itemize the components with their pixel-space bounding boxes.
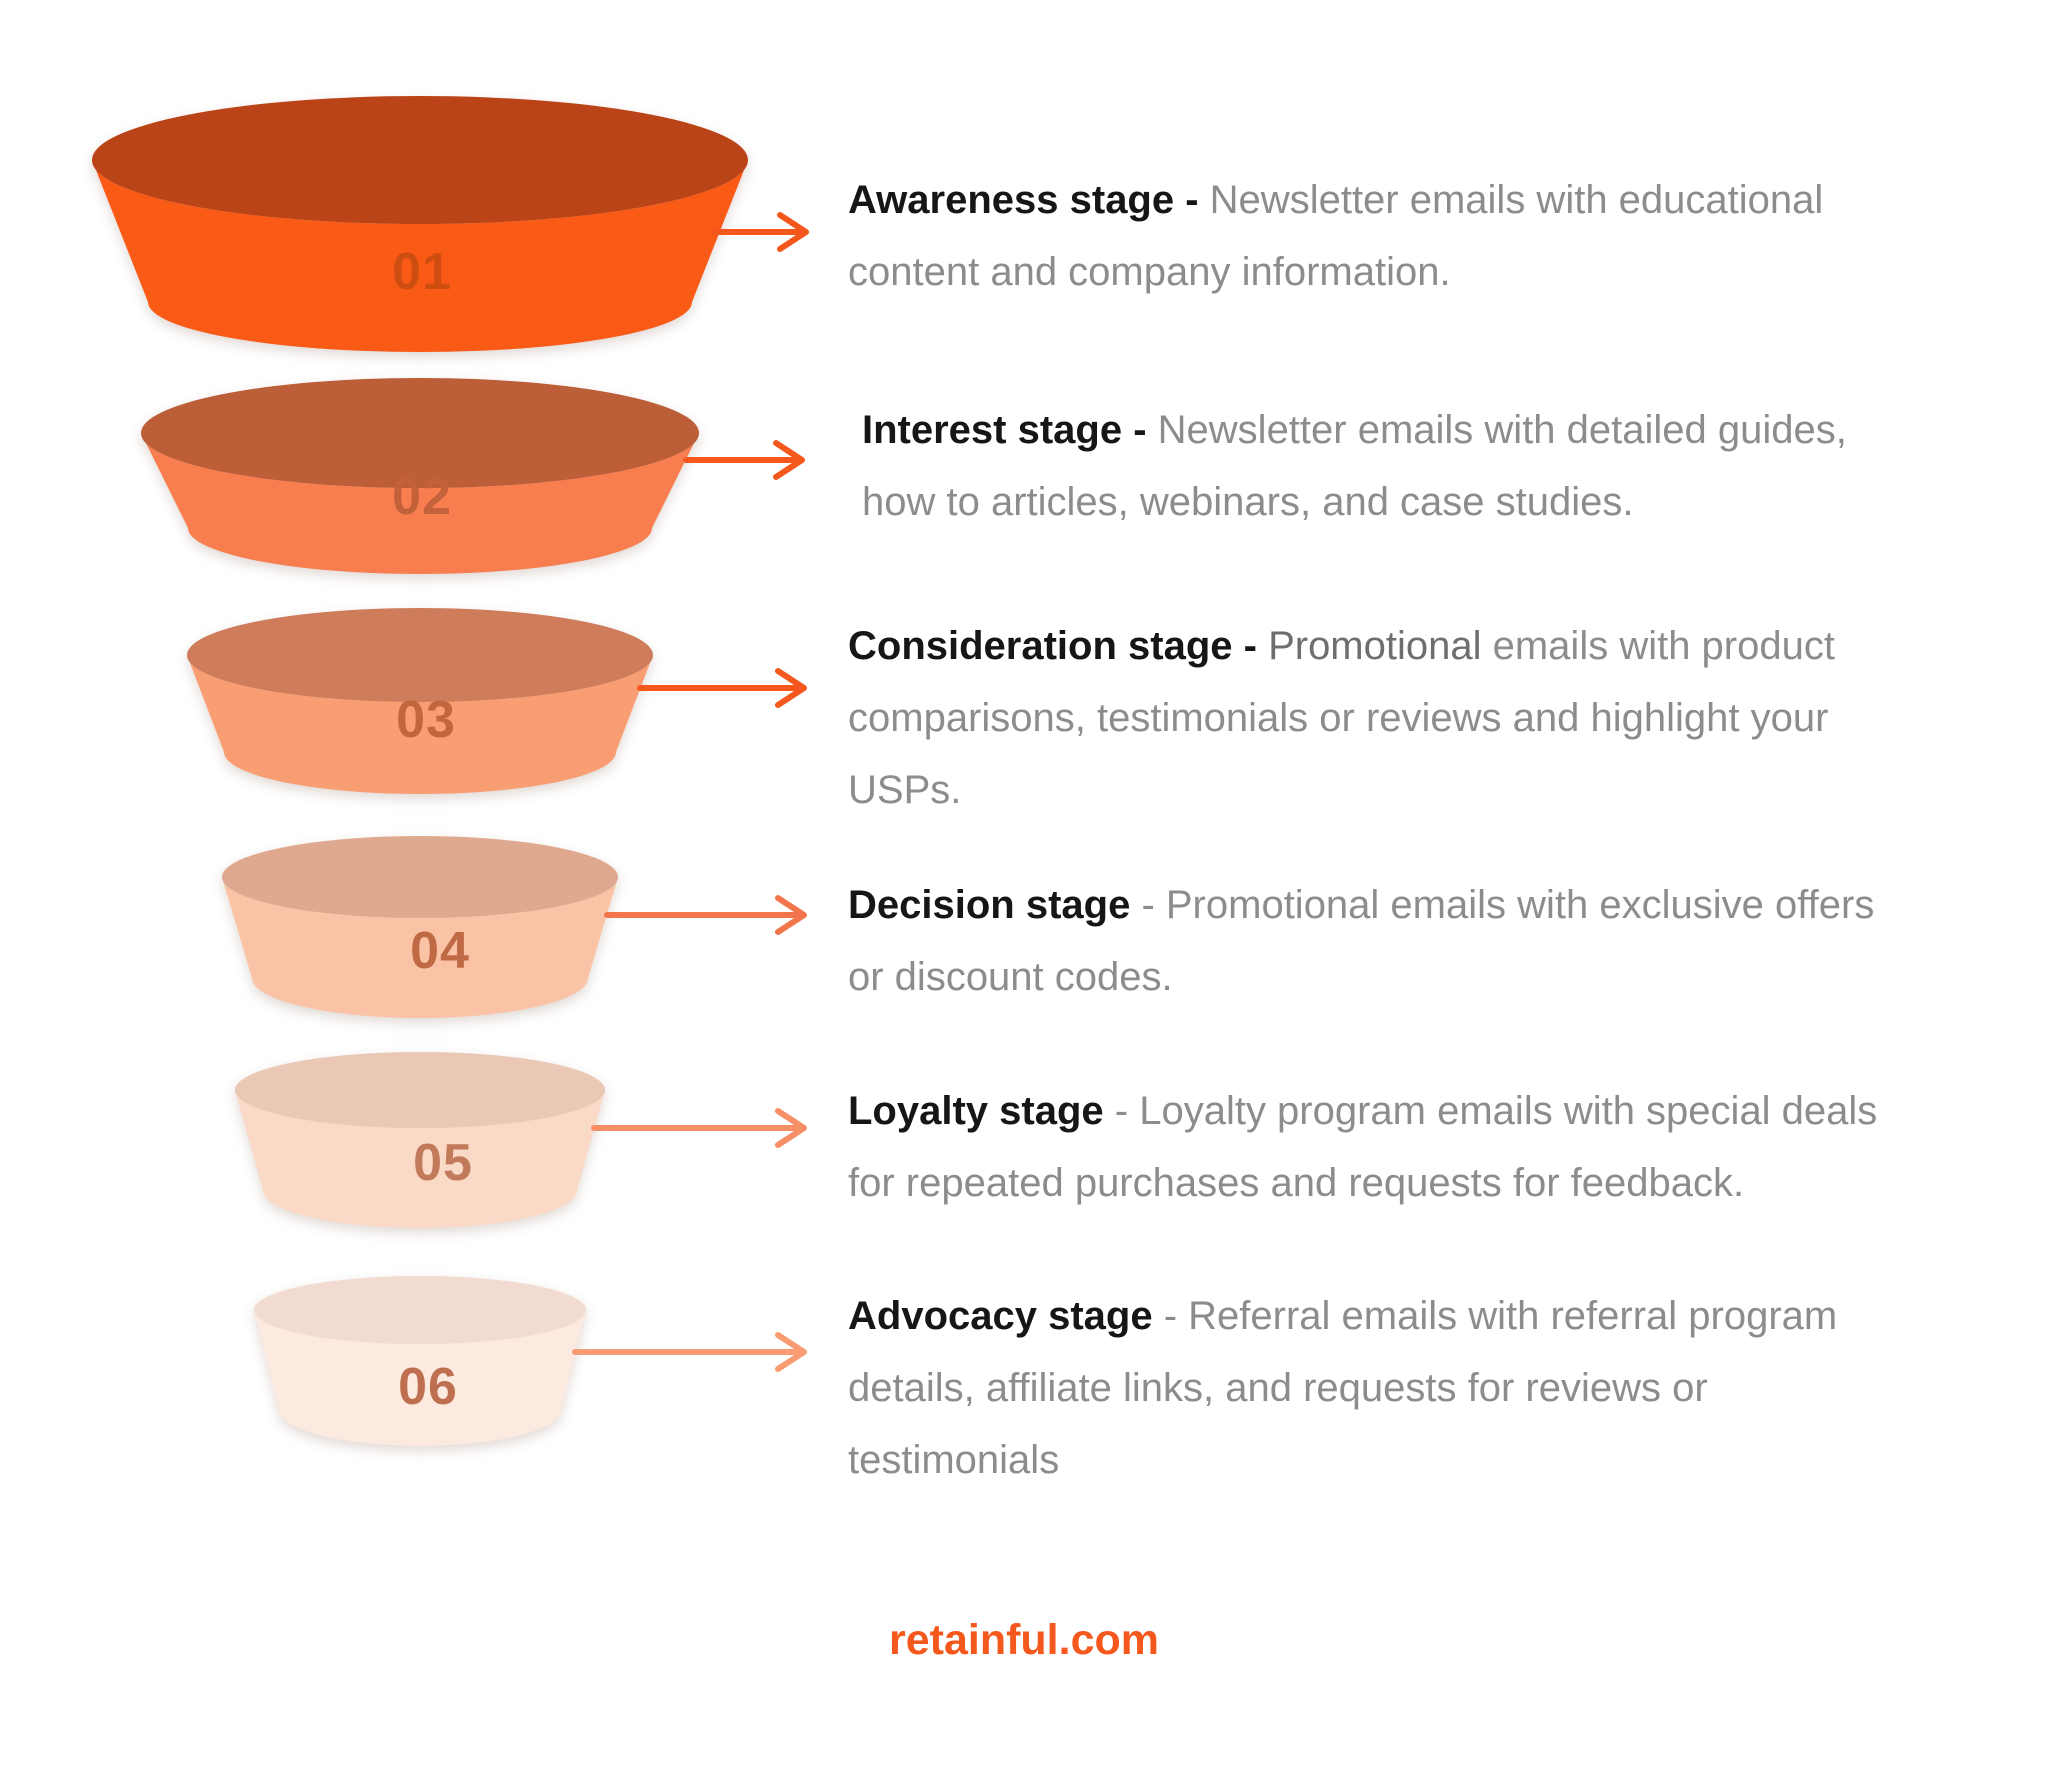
arrow-right-icon-5	[591, 1108, 807, 1148]
arrow-right-icon-6	[572, 1332, 807, 1372]
stage-1-body: Newsletter emails with educational conte…	[848, 178, 1824, 294]
funnel-segment-6-number: 06	[398, 1358, 458, 1416]
funnel-segment-2-number: 02	[392, 468, 452, 526]
stage-6-body: Referral emails with referral program de…	[848, 1294, 1838, 1482]
funnel-segment-4-top	[222, 836, 618, 918]
funnel-segment-3-body	[187, 655, 653, 794]
funnel-segment-1-number: 01	[392, 243, 452, 301]
funnel-segment-5-body	[235, 1090, 605, 1228]
funnel-segment-4-number: 04	[410, 922, 470, 980]
funnel-segment-5-top	[235, 1052, 605, 1128]
funnel-segment-3-top	[187, 608, 653, 702]
funnel-segment-3-number: 03	[396, 691, 456, 749]
funnel-segment-1: 01	[92, 96, 748, 352]
funnel-segment-6: 06	[254, 1276, 586, 1446]
funnel-segment-5-number: 05	[413, 1134, 473, 1192]
funnel-segment-4-body	[222, 877, 618, 1018]
arrow-right-icon-1	[711, 212, 809, 252]
stage-3-heading: Consideration stage	[848, 624, 1233, 668]
funnel-segment-1-body	[92, 160, 748, 352]
funnel-segment-2-body	[141, 433, 699, 574]
stage-6-heading: Advocacy stage	[848, 1294, 1153, 1338]
stage-1-heading: Awareness stage	[848, 178, 1175, 222]
funnel-segment-6-body	[254, 1310, 586, 1446]
stage-4-heading: Decision stage	[848, 883, 1131, 927]
funnel-diagram: 01 02 03 04 05	[92, 96, 809, 1446]
stage-5-heading: Loyalty stage	[848, 1089, 1104, 1133]
stage-3-separator: -	[1232, 624, 1269, 668]
stage-5-separator: -	[1103, 1089, 1140, 1133]
stage-5-body: Loyalty program emails with special deal…	[848, 1089, 1878, 1205]
stage-1-description: Awareness stage - Newsletter emails with…	[848, 164, 1888, 308]
stage-2-description: Interest stage - Newsletter emails with …	[862, 394, 1902, 538]
stage-5-description: Loyalty stage - Loyalty program emails w…	[848, 1075, 1888, 1219]
stage-3-description: Consideration stage - Promotional emails…	[848, 610, 1888, 826]
funnel-segment-1-top	[92, 96, 748, 224]
stage-3-lead: Promotional	[1268, 624, 1482, 668]
stage-6-separator: -	[1152, 1294, 1189, 1338]
funnel-segment-3: 03	[187, 608, 653, 794]
funnel-segment-6-top	[254, 1276, 586, 1344]
funnel-segment-2: 02	[141, 378, 699, 574]
funnel-segment-2-top	[141, 378, 699, 488]
arrow-right-icon-2	[683, 440, 805, 480]
funnel-segment-4: 04	[222, 836, 618, 1018]
funnel-segment-5: 05	[235, 1052, 605, 1228]
stage-2-heading: Interest stage	[862, 408, 1123, 452]
stage-4-body: Promotional emails with exclusive offers…	[848, 883, 1875, 999]
stage-6-description: Advocacy stage - Referral emails with re…	[848, 1280, 1888, 1496]
stage-2-body: Newsletter emails with detailed guides, …	[862, 408, 1847, 524]
stage-4-separator: -	[1130, 883, 1166, 927]
arrow-right-icon-3	[637, 668, 807, 708]
stage-3-body: emails with product comparisons, testimo…	[848, 624, 1835, 812]
website-url: retainful.com	[889, 1616, 1159, 1664]
stage-2-separator: -	[1122, 408, 1158, 452]
stage-4-description: Decision stage - Promotional emails with…	[848, 869, 1888, 1013]
arrow-right-icon-4	[604, 895, 807, 935]
stage-1-separator: -	[1174, 178, 1210, 222]
